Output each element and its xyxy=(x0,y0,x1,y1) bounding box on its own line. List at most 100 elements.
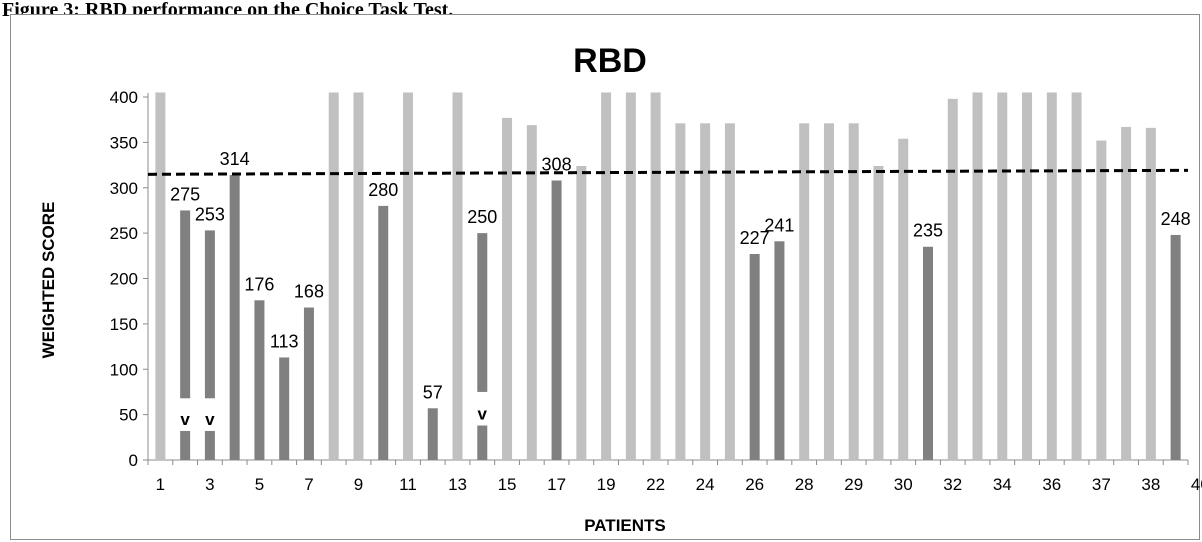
y-tick-label: 150 xyxy=(110,315,138,334)
bar-lower-segment xyxy=(477,425,488,460)
x-tick-label: 19 xyxy=(597,475,616,494)
bar xyxy=(650,92,661,461)
bar xyxy=(947,98,958,460)
x-tick-label: 37 xyxy=(1092,475,1111,494)
x-tick-label: 5 xyxy=(255,475,264,494)
bar xyxy=(403,92,413,461)
bar xyxy=(823,123,834,460)
bar xyxy=(675,123,686,460)
bar-value-label: 308 xyxy=(542,154,572,174)
axis-break-mark: v xyxy=(180,410,190,429)
bar xyxy=(1145,127,1156,460)
y-tick-label: 200 xyxy=(110,270,138,289)
x-tick-label: 3 xyxy=(205,475,214,494)
bar xyxy=(502,117,513,460)
y-tick-label: 300 xyxy=(110,179,138,198)
bar-value-label: 280 xyxy=(368,180,398,200)
bar xyxy=(799,123,810,460)
cutoff-line xyxy=(147,168,1189,176)
bar xyxy=(873,165,884,460)
bar xyxy=(972,92,983,461)
x-tick-label: 13 xyxy=(448,475,467,494)
bar-value-label: 241 xyxy=(764,215,794,235)
bar-value-label: 176 xyxy=(244,274,274,294)
bar xyxy=(1096,140,1107,460)
x-tick-label: 26 xyxy=(745,475,764,494)
bar xyxy=(254,300,265,460)
bar-value-label: 250 xyxy=(467,207,497,227)
bar-value-label: 235 xyxy=(913,221,943,241)
x-tick-label: 24 xyxy=(696,475,715,494)
y-tick-label: 100 xyxy=(110,360,138,379)
bar xyxy=(576,165,587,460)
bar xyxy=(1071,92,1082,461)
bar-value-label: 57 xyxy=(423,382,443,402)
x-tick-label: 30 xyxy=(894,475,913,494)
x-tick-label: 22 xyxy=(646,475,665,494)
bar xyxy=(526,125,537,460)
bar xyxy=(923,246,933,460)
x-tick-label: 15 xyxy=(498,475,517,494)
x-tick-label: 9 xyxy=(354,475,363,494)
y-tick-label: 0 xyxy=(129,451,138,470)
bar xyxy=(452,92,463,461)
bar xyxy=(601,92,612,461)
bar-value-label: 227 xyxy=(740,228,770,248)
y-tick-label: 50 xyxy=(119,406,138,425)
bar-value-label: 314 xyxy=(220,149,250,169)
bar xyxy=(774,241,785,460)
x-axis-title: PATIENTS xyxy=(584,516,666,535)
chart-title: RBD xyxy=(573,42,647,80)
bars-layer xyxy=(155,92,1181,461)
y-axis-title: WEIGHTED SCORE xyxy=(39,202,58,359)
x-tick-label: 38 xyxy=(1141,475,1160,494)
y-tick-label: 400 xyxy=(110,88,138,107)
bar-upper-segment xyxy=(180,210,191,399)
bar xyxy=(1022,92,1033,461)
bar-value-label: 253 xyxy=(195,204,225,224)
y-tick-label: 350 xyxy=(110,133,138,152)
bar xyxy=(1121,126,1132,460)
bar-value-label: 248 xyxy=(1161,209,1191,229)
bar-lower-segment xyxy=(204,430,215,460)
bar-value-label: 113 xyxy=(270,331,299,351)
x-tick-label: 1 xyxy=(156,475,165,494)
x-tick-label: 17 xyxy=(547,475,566,494)
bar xyxy=(378,205,389,460)
x-tick-label: 36 xyxy=(1042,475,1061,494)
x-tick-label: 34 xyxy=(993,475,1012,494)
bar xyxy=(848,123,859,460)
x-tick-label: 32 xyxy=(943,475,962,494)
bar-value-label: 168 xyxy=(294,282,324,302)
axis-break-mark: v xyxy=(205,410,215,429)
x-tick-label: 40 xyxy=(1191,475,1202,494)
bar xyxy=(1046,92,1057,461)
bar xyxy=(749,253,760,460)
y-tick-label: 250 xyxy=(110,224,138,243)
bar xyxy=(328,92,339,461)
bar xyxy=(551,180,562,461)
bar xyxy=(625,92,636,461)
bar xyxy=(427,408,438,460)
x-tick-label: 7 xyxy=(304,475,313,494)
bar xyxy=(155,92,166,461)
x-tick-label: 29 xyxy=(844,475,863,494)
bar xyxy=(700,123,711,460)
bar xyxy=(724,123,735,460)
bar xyxy=(353,92,364,461)
bar-upper-segment xyxy=(204,230,215,399)
bar xyxy=(303,307,314,460)
bar-lower-segment xyxy=(180,430,191,460)
bar-upper-segment xyxy=(477,233,488,392)
bar xyxy=(997,92,1008,461)
axis-break-mark: v xyxy=(478,405,488,424)
x-tick-label: 11 xyxy=(399,475,417,494)
bar xyxy=(229,175,240,461)
x-tick-label: 28 xyxy=(795,475,814,494)
bar xyxy=(898,138,909,460)
bar-value-label: 275 xyxy=(170,184,200,204)
bar xyxy=(1170,234,1181,460)
